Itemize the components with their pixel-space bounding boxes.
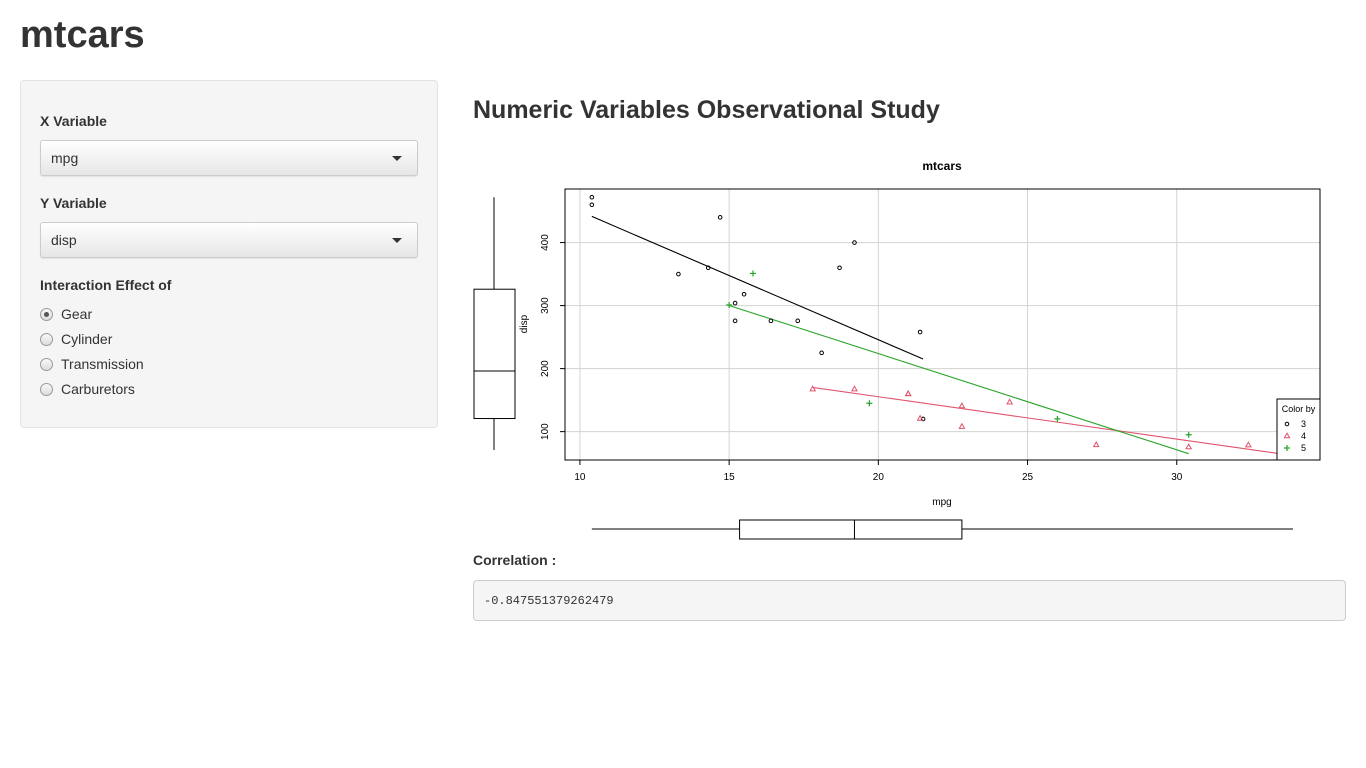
point-4-8 — [1185, 443, 1193, 450]
point-3-6 — [732, 318, 738, 324]
y-variable-value: disp — [51, 232, 77, 248]
point-3-8 — [589, 202, 595, 208]
x-box-body — [739, 519, 963, 540]
x-variable-label: X Variable — [40, 113, 107, 129]
radio-transmission-circle[interactable] — [40, 357, 53, 371]
point-5-4 — [726, 301, 733, 308]
point-5-0 — [1054, 415, 1061, 422]
point-4-1 — [904, 390, 912, 397]
point-4-2 — [958, 422, 966, 429]
radio-gear-circle[interactable] — [40, 307, 53, 321]
fit-line-5 — [728, 304, 1189, 455]
point-4-11 — [916, 414, 924, 421]
x-boxplot — [591, 519, 1293, 540]
point-4-7 — [1244, 441, 1252, 448]
radio-transmission[interactable]: Transmission — [40, 354, 144, 374]
data-points — [589, 194, 1297, 453]
point-3-7 — [589, 194, 595, 200]
point-4-6 — [809, 385, 817, 392]
point-3-0 — [917, 329, 923, 335]
scatter-plot: mtcars 10 15 20 25 30 100 200 300 400 mpg disp C… — [473, 159, 1321, 540]
radio-carburetors-circle[interactable] — [40, 382, 53, 396]
radio-gear-label: Gear — [61, 306, 93, 322]
point-5-1 — [1185, 431, 1192, 438]
plot-border — [564, 188, 1321, 461]
y-tick-label-2: 300 — [540, 297, 551, 314]
app-title: mtcars — [20, 14, 145, 56]
chart-legend: Color by 3 4 5 — [1276, 398, 1321, 461]
chevron-down-icon — [392, 156, 402, 161]
fit-line-3 — [591, 215, 924, 360]
interaction-effect-label: Interaction Effect of — [40, 277, 172, 293]
y-box-body — [473, 288, 516, 420]
point-3-4 — [768, 318, 774, 324]
x-tick-label-2: 20 — [873, 472, 885, 483]
chevron-down-icon — [392, 238, 402, 243]
x-variable-value: mpg — [51, 150, 79, 166]
y-tick-label-0: 100 — [540, 423, 551, 440]
sidebar-panel: X Variable mpg Y Variable disp Interacti… — [20, 80, 438, 428]
y-variable-label: Y Variable — [40, 195, 107, 211]
fit-line-4 — [812, 386, 1294, 457]
point-3-5 — [795, 318, 801, 324]
point-4-10 — [1092, 441, 1100, 448]
radio-cylinder[interactable]: Cylinder — [40, 329, 112, 349]
plot-grid — [565, 189, 1320, 460]
y-axis-label: disp — [519, 314, 530, 333]
legend-label-4: 4 — [1301, 431, 1306, 441]
x-tick-label-1: 15 — [724, 472, 736, 483]
regression-lines — [591, 215, 1294, 457]
legend-marker-5 — [1284, 445, 1290, 451]
point-3-1 — [837, 265, 842, 271]
legend-marker-3 — [1284, 421, 1290, 427]
x-tick-label-0: 10 — [574, 472, 586, 483]
point-3-12 — [676, 271, 681, 277]
radio-transmission-label: Transmission — [61, 356, 144, 372]
point-4-4 — [958, 402, 966, 409]
y-boxplot — [473, 197, 516, 450]
point-4-5 — [851, 385, 858, 392]
x-tick-label-3: 25 — [1022, 472, 1034, 483]
main-heading: Numeric Variables Observational Study — [473, 96, 940, 124]
point-3-9 — [717, 215, 723, 220]
chart-title: mtcars — [922, 159, 962, 173]
point-3-2 — [819, 350, 824, 356]
x-variable-select[interactable]: mpg — [40, 140, 418, 176]
legend-box — [1276, 398, 1321, 461]
radio-gear[interactable]: Gear — [40, 304, 92, 324]
axis-ticks: 10 15 20 25 30 100 200 300 400 — [540, 234, 1183, 483]
radio-carburetors[interactable]: Carburetors — [40, 379, 135, 399]
correlation-label: Correlation : — [473, 552, 557, 568]
point-3-10 — [741, 291, 747, 297]
point-4-3 — [1006, 398, 1014, 405]
point-5-3 — [866, 400, 873, 407]
x-tick-label-4: 30 — [1171, 472, 1183, 483]
y-variable-select[interactable]: disp — [40, 222, 418, 258]
point-5-2 — [750, 270, 757, 277]
x-axis-label: mpg — [932, 497, 951, 508]
legend-marker-4 — [1283, 432, 1291, 439]
point-3-14 — [920, 416, 926, 422]
y-tick-label-3: 400 — [540, 234, 551, 251]
radio-cylinder-label: Cylinder — [61, 331, 113, 347]
legend-label-5: 5 — [1301, 443, 1306, 453]
radio-carburetors-label: Carburetors — [61, 381, 135, 397]
point-3-3 — [705, 265, 711, 271]
correlation-output: -0.847551379262479 — [473, 580, 1346, 621]
legend-title: Color by — [1282, 404, 1316, 414]
point-3-11 — [732, 300, 738, 306]
radio-cylinder-circle[interactable] — [40, 332, 53, 346]
point-3-13 — [852, 240, 857, 245]
y-tick-label-1: 200 — [540, 360, 551, 377]
legend-label-3: 3 — [1301, 419, 1306, 429]
